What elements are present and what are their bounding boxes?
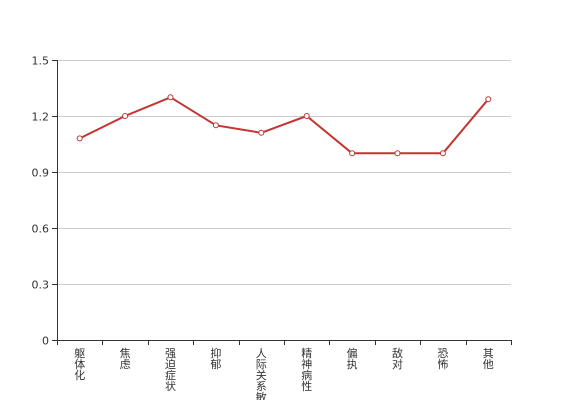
- data-point: [258, 129, 265, 136]
- y-tick-label: 1.2: [32, 111, 50, 124]
- data-point: [122, 113, 129, 119]
- x-tick-label: 其他: [483, 347, 494, 371]
- y-tick-label: 0.6: [32, 223, 50, 236]
- x-tick-label: 抑郁: [210, 346, 221, 371]
- data-point: [303, 113, 310, 119]
- x-tick-label: 躯体化: [74, 347, 85, 382]
- data-point: [349, 150, 356, 157]
- y-tick-label: 0: [42, 335, 49, 348]
- x-tick-label: 敌对: [392, 346, 403, 371]
- data-point: [485, 96, 492, 103]
- data-point: [76, 135, 83, 142]
- y-tick-label: 0.9: [32, 167, 50, 180]
- series-line: [79, 96, 490, 155]
- data-point: [212, 122, 219, 129]
- x-tick-label: 人际关系敏感: [256, 347, 267, 400]
- x-tick-label: 偏执: [347, 346, 358, 371]
- series-group: [76, 94, 492, 157]
- x-tick-label: 焦虑: [120, 347, 131, 371]
- y-axis-ticks: 0 0.3 0.6 0.9 1.2 1.5: [32, 55, 57, 348]
- x-tick-label: 强迫症状: [165, 347, 176, 393]
- x-tick-label: 恐怖: [437, 347, 448, 371]
- data-point: [394, 150, 401, 157]
- grid-lines: [57, 60, 511, 285]
- x-axis-ticks: 躯体化 焦虑 强迫症状 抑郁 人际关系敏感 精神病性 偏执 敌对 恐怖 其他: [57, 340, 512, 400]
- y-tick-label: 1.5: [32, 55, 50, 68]
- y-tick-label: 0.3: [32, 279, 50, 292]
- data-point: [167, 94, 174, 101]
- axes: [57, 60, 511, 341]
- data-point: [439, 150, 446, 157]
- x-tick-label: 精神病性: [301, 347, 312, 393]
